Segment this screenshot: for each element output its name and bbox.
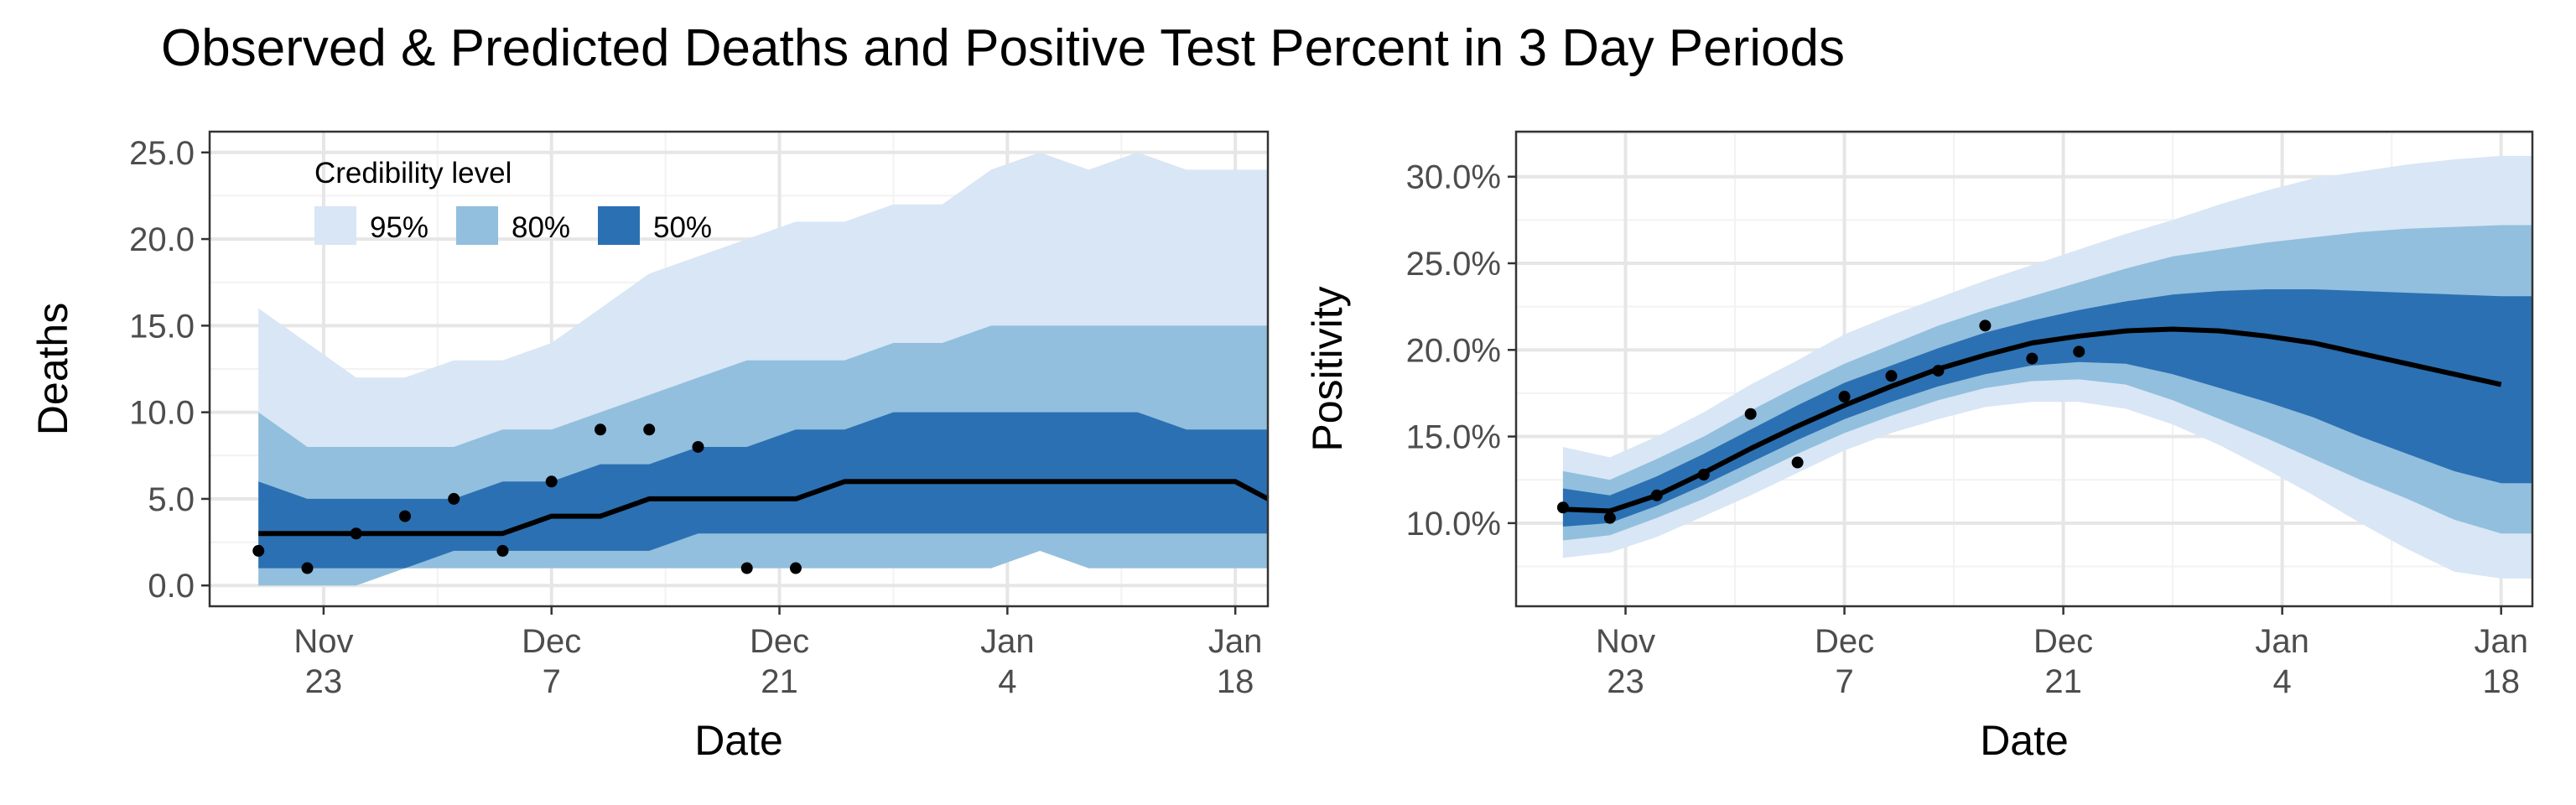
x-tick-label-month: Dec: [1815, 623, 1874, 660]
legend-swatch-95: [314, 206, 356, 245]
observed-point: [1556, 501, 1569, 514]
legend-label-95: 95%: [370, 211, 428, 244]
y-axis-label: Positivity: [1304, 286, 1351, 451]
y-tick-label: 10.0%: [1406, 506, 1501, 543]
deaths-panel: 0.05.010.015.020.025.0Nov23Dec7Dec21Jan4…: [29, 130, 1270, 764]
observed-point: [398, 510, 411, 522]
chart-title: Observed & Predicted Deaths and Positive…: [161, 19, 1845, 77]
x-tick-label-day: 18: [1217, 663, 1254, 700]
x-tick-label-month: Dec: [750, 623, 809, 660]
y-tick-label: 10.0: [129, 395, 195, 432]
observed-point: [1838, 391, 1851, 403]
x-tick-label-month: Dec: [2033, 623, 2093, 660]
x-tick-label-month: Jan: [2474, 623, 2528, 660]
observed-point: [692, 440, 704, 453]
x-tick-label-day: 7: [543, 663, 561, 700]
legend: Credibility level 95% 80% 50%: [314, 157, 712, 245]
observed-point: [1979, 319, 1992, 332]
y-tick-label: 25.0%: [1406, 246, 1501, 283]
x-tick-label-day: 21: [2044, 663, 2082, 700]
x-axis-label: Date: [1980, 717, 2069, 764]
positivity-panel: 10.0%15.0%20.0%25.0%30.0%Nov23Dec7Dec21J…: [1304, 130, 2534, 764]
observed-point: [1885, 370, 1898, 382]
x-tick-label-day: 4: [2273, 663, 2292, 700]
x-tick-label-day: 4: [998, 663, 1016, 700]
legend-label-80: 80%: [512, 211, 570, 244]
band-50-positivity: [1562, 289, 2532, 527]
observed-point: [496, 544, 509, 557]
y-tick-label: 20.0: [129, 221, 195, 258]
y-tick-label: 20.0%: [1406, 332, 1501, 369]
x-tick-label-month: Jan: [1208, 623, 1263, 660]
observed-point: [545, 475, 558, 488]
legend-label-50: 50%: [653, 211, 712, 244]
observed-point: [2026, 352, 2038, 365]
panel-border: [208, 130, 1270, 608]
observed-point: [789, 562, 802, 574]
observed-point: [1744, 408, 1757, 420]
y-tick-label: 15.0%: [1406, 419, 1501, 456]
observed-point: [594, 423, 606, 436]
observed-point: [1932, 365, 1945, 377]
x-tick-label-month: Nov: [1596, 623, 1655, 660]
observed-point: [1603, 512, 1616, 524]
median-line-deaths: [258, 479, 1270, 537]
x-tick-label-day: 7: [1835, 663, 1853, 700]
observed-point: [252, 544, 265, 557]
y-tick-label: 0.0: [148, 568, 195, 605]
observed-point: [448, 492, 460, 505]
x-tick-label-day: 18: [2482, 663, 2520, 700]
observed-point: [2073, 345, 2085, 358]
y-tick-label: 25.0: [129, 135, 195, 172]
x-tick-label-day: 21: [761, 663, 798, 700]
y-tick-label: 15.0: [129, 308, 195, 345]
x-tick-label-month: Jan: [980, 623, 1035, 660]
panel-border: [1514, 130, 2534, 608]
x-tick-label-month: Nov: [293, 623, 353, 660]
median-line-positivity: [1562, 326, 2502, 514]
y-tick-label: 5.0: [148, 481, 195, 518]
x-tick-label-day: 23: [1607, 663, 1644, 700]
legend-title: Credibility level: [314, 157, 512, 190]
observed-point: [1650, 489, 1663, 501]
legend-swatch-80: [456, 206, 498, 245]
observed-point: [1791, 456, 1804, 469]
x-tick-label-day: 23: [305, 663, 343, 700]
y-tick-label: 30.0%: [1406, 159, 1501, 196]
observed-point: [1697, 469, 1710, 481]
observed-point: [301, 562, 314, 574]
observed-point: [350, 527, 362, 540]
legend-swatch-50: [598, 206, 640, 245]
x-tick-label-month: Jan: [2255, 623, 2309, 660]
x-tick-label-month: Dec: [522, 623, 581, 660]
observed-point: [740, 562, 753, 574]
observed-point: [643, 423, 656, 436]
x-axis-label: Date: [694, 717, 783, 764]
y-axis-label: Deaths: [29, 303, 76, 435]
